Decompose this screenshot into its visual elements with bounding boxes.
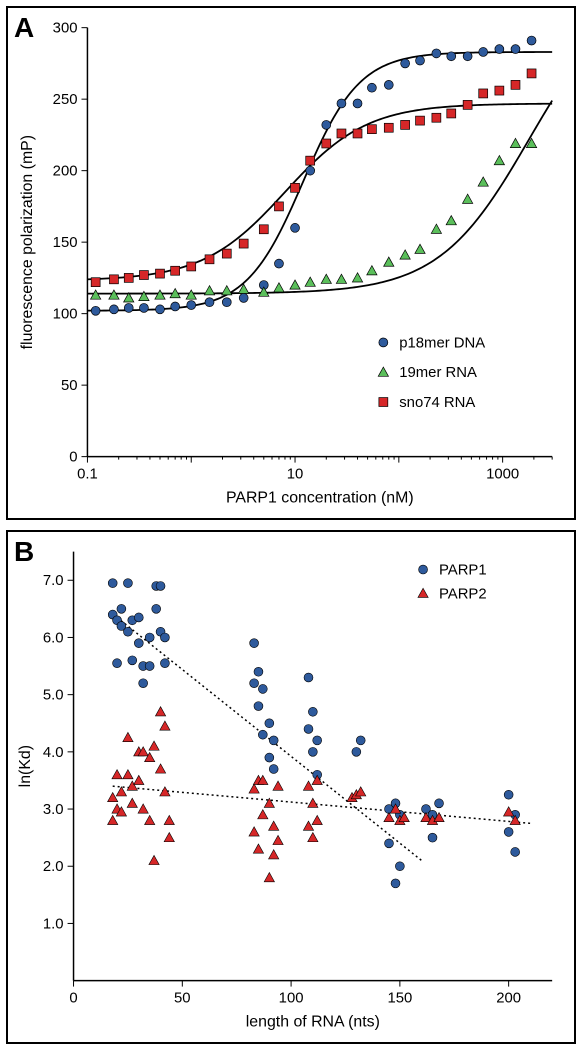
svg-text:1.0: 1.0 (43, 916, 64, 932)
svg-text:50: 50 (61, 378, 78, 394)
svg-text:fluorescence polarization (mP): fluorescence polarization (mP) (19, 135, 36, 349)
panel-b: B 1.0 2.0 3.0 4.0 5.0 6.0 7.0 0 50 100 150 200 lengt… (6, 530, 576, 1044)
svg-text:length of RNA (nts): length of RNA (nts) (246, 1013, 380, 1030)
svg-text:0.1: 0.1 (77, 466, 98, 482)
svg-text:PARP1 concentration (nM): PARP1 concentration (nM) (226, 489, 414, 506)
chart-a-svg: 0 50 100 150 200 250 300 0.1 10 1000 PARP1 concent… (8, 8, 574, 518)
chart-b-svg: 1.0 2.0 3.0 4.0 5.0 6.0 7.0 0 50 100 150 200 length … (8, 532, 574, 1042)
panel-a-label: A (14, 12, 34, 44)
svg-text:PARP2: PARP2 (439, 586, 487, 602)
svg-text:3.0: 3.0 (43, 802, 64, 818)
svg-text:150: 150 (53, 235, 78, 251)
svg-text:50: 50 (174, 990, 191, 1006)
svg-text:19mer RNA: 19mer RNA (399, 365, 477, 381)
panel-a: A 0 50 100 150 200 250 300 0.1 10 1000 PARP1 conce… (6, 6, 576, 520)
svg-text:4.0: 4.0 (43, 745, 64, 761)
svg-text:5.0: 5.0 (43, 688, 64, 704)
svg-text:1000: 1000 (486, 466, 519, 482)
svg-text:200: 200 (53, 164, 78, 180)
svg-text:2.0: 2.0 (43, 859, 64, 875)
svg-text:10: 10 (287, 466, 304, 482)
panel-b-label: B (14, 536, 34, 568)
svg-text:200: 200 (496, 990, 521, 1006)
chart-b-container: 1.0 2.0 3.0 4.0 5.0 6.0 7.0 0 50 100 150 200 length … (8, 532, 574, 1042)
svg-text:PARP1: PARP1 (439, 563, 487, 579)
svg-text:250: 250 (53, 92, 78, 108)
svg-text:100: 100 (279, 990, 304, 1006)
svg-text:p18mer DNA: p18mer DNA (399, 335, 485, 351)
svg-text:7.0: 7.0 (43, 573, 64, 589)
svg-text:0: 0 (69, 990, 77, 1006)
svg-text:150: 150 (387, 990, 412, 1006)
svg-text:ln(Kd): ln(Kd) (17, 745, 34, 787)
svg-text:6.0: 6.0 (43, 630, 64, 646)
svg-text:300: 300 (53, 21, 78, 37)
svg-text:sno74 RNA: sno74 RNA (399, 395, 475, 411)
svg-text:0: 0 (69, 450, 77, 466)
chart-a-container: 0 50 100 150 200 250 300 0.1 10 1000 PARP1 concent… (8, 8, 574, 518)
svg-text:100: 100 (53, 307, 78, 323)
